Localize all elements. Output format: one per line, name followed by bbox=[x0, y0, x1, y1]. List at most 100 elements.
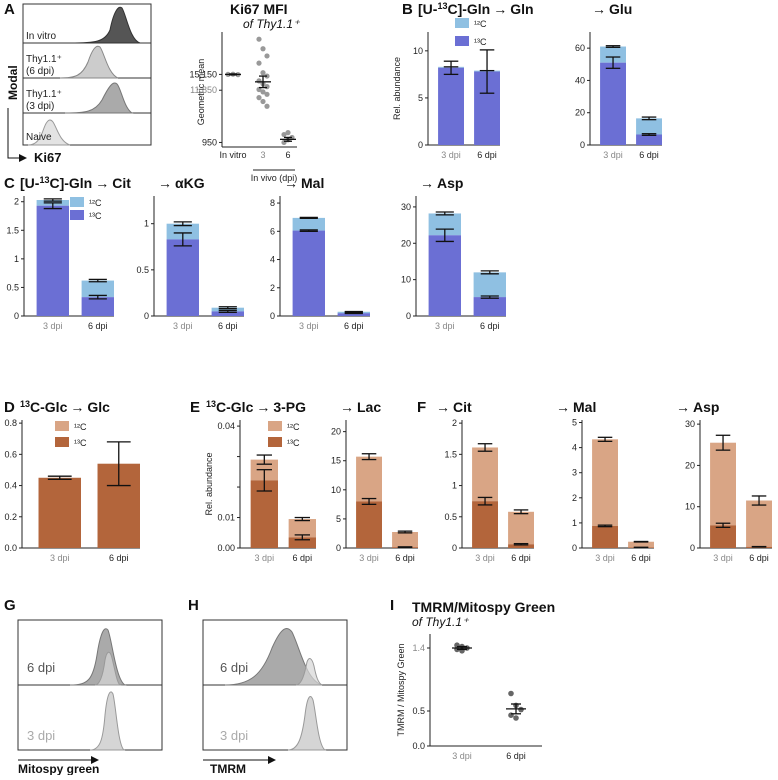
y-tick-label: 1 bbox=[452, 481, 457, 491]
title-part: Mal bbox=[573, 399, 596, 415]
x-tick-label: 3 dpi bbox=[603, 150, 623, 160]
x-tick-label: 3 dpi bbox=[441, 150, 461, 160]
y-tick-label: 15,150 bbox=[189, 69, 217, 79]
bar-13c bbox=[288, 537, 316, 548]
data-point bbox=[260, 70, 266, 76]
arrow-glyph: → bbox=[70, 399, 84, 415]
chart-title: Ki67 MFI bbox=[230, 1, 288, 17]
legend-b: ¹²C ¹³C bbox=[455, 18, 487, 47]
y-tick-label: 1.5 bbox=[444, 449, 457, 459]
panel-label-f: F bbox=[417, 399, 426, 416]
title-d: 13C-Glc → Glc bbox=[20, 399, 110, 415]
bar-13c bbox=[472, 501, 498, 548]
y-tick-label: 2 bbox=[14, 197, 19, 207]
data-point bbox=[264, 84, 270, 90]
arrow-glyph: → bbox=[340, 399, 354, 415]
title-part: Glu bbox=[609, 1, 632, 17]
x-tick-label: 3 dpi bbox=[475, 553, 495, 563]
panel-label-e: E bbox=[190, 399, 200, 416]
hist-row-label: In vitro bbox=[26, 31, 56, 42]
y-tick-label: 20 bbox=[575, 108, 585, 118]
data-point bbox=[260, 46, 266, 52]
bar-12c bbox=[166, 223, 199, 240]
legend-label-13c: ¹³C bbox=[287, 438, 300, 448]
x-tick-label: 6 dpi bbox=[511, 553, 531, 563]
y-tick-label: 950 bbox=[202, 137, 217, 147]
chart-b-gln: 0 5 10 Rel. abundance 3 dpi 6 dpi bbox=[392, 32, 500, 160]
x-tick-label: 6 dpi bbox=[749, 553, 769, 563]
title-c-prefix: [U-13C]-Gln → Cit bbox=[20, 175, 131, 191]
hist-curve-3dpi bbox=[287, 696, 327, 751]
legend-swatch-12c bbox=[455, 18, 469, 28]
hist-row-label: (6 dpi) bbox=[26, 66, 54, 77]
legend-swatch-13c bbox=[55, 437, 69, 447]
x-tick-label: 3 dpi bbox=[299, 321, 319, 331]
x-tick-label: 3 dpi bbox=[255, 553, 275, 563]
bar-13c bbox=[166, 239, 199, 316]
panel-g-histogram: 6 dpi 3 dpi Mitospy green bbox=[17, 619, 163, 776]
title-part: 13 bbox=[39, 175, 49, 185]
y-tick-label: 0.2 bbox=[4, 512, 17, 522]
arrow-glyph: → bbox=[420, 175, 434, 191]
title-c-asp: → Asp bbox=[420, 175, 463, 191]
bar-13c bbox=[473, 297, 506, 316]
y-tick-label: 1 bbox=[572, 518, 577, 528]
y-tick-label: 0.0 bbox=[4, 543, 17, 553]
panel-label-b: B bbox=[402, 1, 413, 18]
title-part: Cit bbox=[112, 175, 131, 191]
hist-row-label: 6 dpi bbox=[27, 660, 55, 675]
bar-12c bbox=[81, 280, 114, 298]
bar-13c bbox=[36, 205, 69, 316]
y-tick-label: 0.04 bbox=[217, 421, 235, 431]
x-axis-label: TMRM bbox=[210, 762, 246, 775]
y-tick-label: 0.01 bbox=[217, 513, 235, 523]
y-axis-label: Geometric mean bbox=[196, 59, 206, 126]
legend-label-13c: ¹³C bbox=[89, 211, 102, 221]
x-tick-label: 3 dpi bbox=[595, 553, 615, 563]
title-part: αKG bbox=[175, 175, 205, 191]
bar-13c bbox=[636, 134, 662, 145]
x-tick-label: 3 dpi bbox=[359, 553, 379, 563]
arrow-glyph: → bbox=[436, 399, 450, 415]
bar-13c bbox=[38, 477, 81, 548]
bar-12c bbox=[211, 307, 244, 312]
hist-row-label: Naive bbox=[26, 132, 52, 143]
panel-i-ratio-scatter: TMRM/Mitospy Green of Thy1.1⁺ TMRM / Mit… bbox=[396, 599, 555, 761]
y-tick-label: 2 bbox=[572, 493, 577, 503]
title-b-prefix: [U-13C]-Gln → Gln bbox=[418, 1, 534, 17]
title-part: C]-Gln bbox=[49, 175, 92, 191]
y-tick-label: 0 bbox=[572, 543, 577, 553]
title-part: C-Glc bbox=[216, 399, 254, 415]
title-part: 13 bbox=[437, 1, 447, 11]
title-f-mal: → Mal bbox=[556, 399, 596, 415]
y-tick-label: 0 bbox=[690, 543, 695, 553]
legend-d: ¹²C ¹³C bbox=[55, 421, 87, 448]
y-tick-label: 3 bbox=[572, 468, 577, 478]
x-tick-label: 6 dpi bbox=[395, 553, 415, 563]
arrow-glyph: → bbox=[592, 1, 606, 17]
data-point bbox=[256, 36, 262, 42]
title-part: 3-PG bbox=[273, 399, 306, 415]
x-tick-label: 6 dpi bbox=[477, 150, 497, 160]
y-tick-label: 5 bbox=[336, 514, 341, 524]
panel-a-histograms: In vitro Thy1.1⁺ (6 dpi) Thy1.1⁺ (3 dpi)… bbox=[6, 3, 152, 165]
legend-swatch-13c bbox=[455, 36, 469, 46]
y-axis-label: Rel. abundance bbox=[392, 57, 402, 120]
chart-b-glu: 0 20 40 60 3 dpi 6 dpi bbox=[575, 32, 662, 160]
y-tick-label: 0 bbox=[418, 140, 423, 150]
title-part: Mal bbox=[301, 175, 324, 191]
x-tick-label: 3 dpi bbox=[50, 553, 70, 563]
chart-c-asp: 0 10 20 30 3 dpi 6 dpi bbox=[401, 196, 506, 331]
hist-curve-3dpi bbox=[64, 82, 134, 114]
x-tick-label: 6 dpi bbox=[88, 321, 108, 331]
y-tick-label: 20 bbox=[401, 238, 411, 248]
y-tick-label: 5 bbox=[418, 93, 423, 103]
data-point bbox=[260, 98, 266, 105]
legend-label-12c: ¹²C bbox=[89, 198, 102, 208]
arrow-glyph: → bbox=[556, 399, 570, 415]
chart-c-mal: 0 2 4 6 8 3 dpi 6 dpi bbox=[270, 196, 370, 331]
y-tick-label: 60 bbox=[575, 43, 585, 53]
y-tick-label: 0 bbox=[144, 311, 149, 321]
x-tick-label: 3 bbox=[260, 150, 265, 160]
bar-13c bbox=[337, 313, 370, 316]
